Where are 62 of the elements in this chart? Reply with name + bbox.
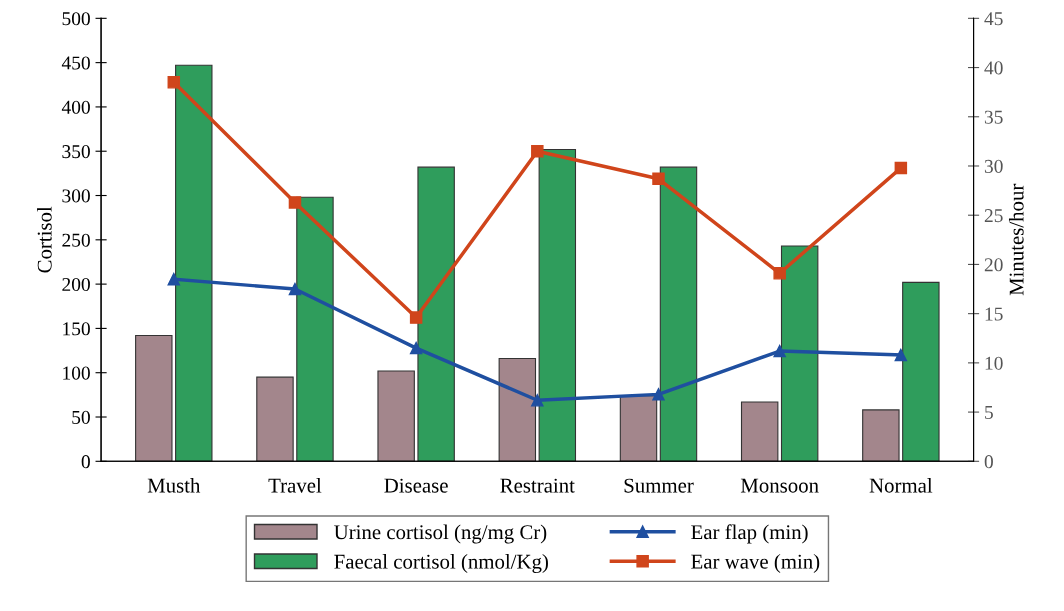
legend-label: Ear wave (min) [691,554,820,573]
y-axis-title: Cortisol [37,206,52,273]
y-tick-label: 250 [62,233,90,247]
y2-tick-label: 5 [985,406,993,420]
point [652,172,665,186]
y-tick-label: 400 [61,100,90,114]
bar [175,64,213,462]
x-tick-label: Disease [384,478,448,493]
y-tick-label: 500 [62,12,90,26]
x-tick-label: Musth [147,477,201,493]
x-tick-label: Travel [268,477,322,493]
y-tick-label: 150 [63,322,90,336]
point [288,196,302,209]
bar [659,166,698,462]
bar [256,376,294,462]
y-tick-label: 300 [62,189,90,203]
bar [780,245,819,462]
bar [135,334,173,462]
bar [498,357,537,462]
x-tick-label: Normal [869,477,933,493]
y2-tick-label: 30 [984,159,1003,173]
point [773,344,786,358]
y2-axis-title: Minutes/hour [1008,183,1024,296]
x-tick-label: Monsoon [740,478,819,493]
point [167,272,181,286]
point [531,394,544,407]
legend-label: Urine cortisol (ng/mg Cr) [334,524,547,544]
point [288,282,302,296]
bar [862,409,900,462]
point [409,341,423,355]
y-tick-label: 450 [61,56,90,70]
legend-label: Faecal cortisol (nmol/Kg) [334,554,548,574]
bar [377,370,415,462]
point [167,76,181,89]
point [894,348,908,362]
y2-tick-label: 25 [984,209,1003,223]
bar [538,148,577,462]
y-tick-label: 350 [62,145,90,159]
bar [296,196,334,462]
bar [619,395,658,462]
y-tick-label: 100 [63,366,90,380]
x-tick-label: Restraint [500,478,575,493]
point [652,388,665,401]
y2-tick-label: 35 [984,110,1003,124]
point [773,267,786,280]
y2-tick-label: 10 [985,356,1003,370]
point [409,311,423,324]
y2-tick-label: 15 [985,307,1003,321]
x-tick-label: Summer [624,478,694,493]
y2-tick-label: 20 [984,258,1003,272]
point [894,161,908,175]
bar [417,166,455,462]
y-tick-label: 50 [72,410,90,424]
y-tick-label: 200 [62,277,90,292]
y-tick-label: 0 [81,455,90,469]
legend-label: Ear flap (min) [691,524,808,544]
point [531,144,544,158]
bar [902,281,940,462]
y2-tick-label: 0 [984,455,993,469]
bar [740,401,779,462]
y2-tick-label: 40 [984,61,1003,75]
y2-tick-label: 45 [984,12,1003,26]
